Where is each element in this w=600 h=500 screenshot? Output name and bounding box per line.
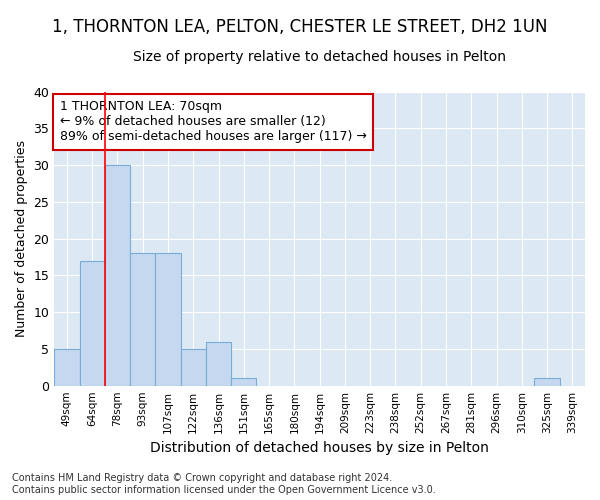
Title: Size of property relative to detached houses in Pelton: Size of property relative to detached ho… <box>133 50 506 64</box>
Bar <box>54 349 80 386</box>
Bar <box>105 165 130 386</box>
Bar <box>231 378 256 386</box>
Bar <box>130 254 155 386</box>
Bar <box>206 342 231 386</box>
Text: 1 THORNTON LEA: 70sqm
← 9% of detached houses are smaller (12)
89% of semi-detac: 1 THORNTON LEA: 70sqm ← 9% of detached h… <box>59 100 367 144</box>
Y-axis label: Number of detached properties: Number of detached properties <box>15 140 28 337</box>
Bar <box>181 349 206 386</box>
Bar <box>155 254 181 386</box>
Bar <box>535 378 560 386</box>
Bar <box>80 260 105 386</box>
X-axis label: Distribution of detached houses by size in Pelton: Distribution of detached houses by size … <box>150 441 489 455</box>
Text: 1, THORNTON LEA, PELTON, CHESTER LE STREET, DH2 1UN: 1, THORNTON LEA, PELTON, CHESTER LE STRE… <box>52 18 548 36</box>
Text: Contains HM Land Registry data © Crown copyright and database right 2024.
Contai: Contains HM Land Registry data © Crown c… <box>12 474 436 495</box>
